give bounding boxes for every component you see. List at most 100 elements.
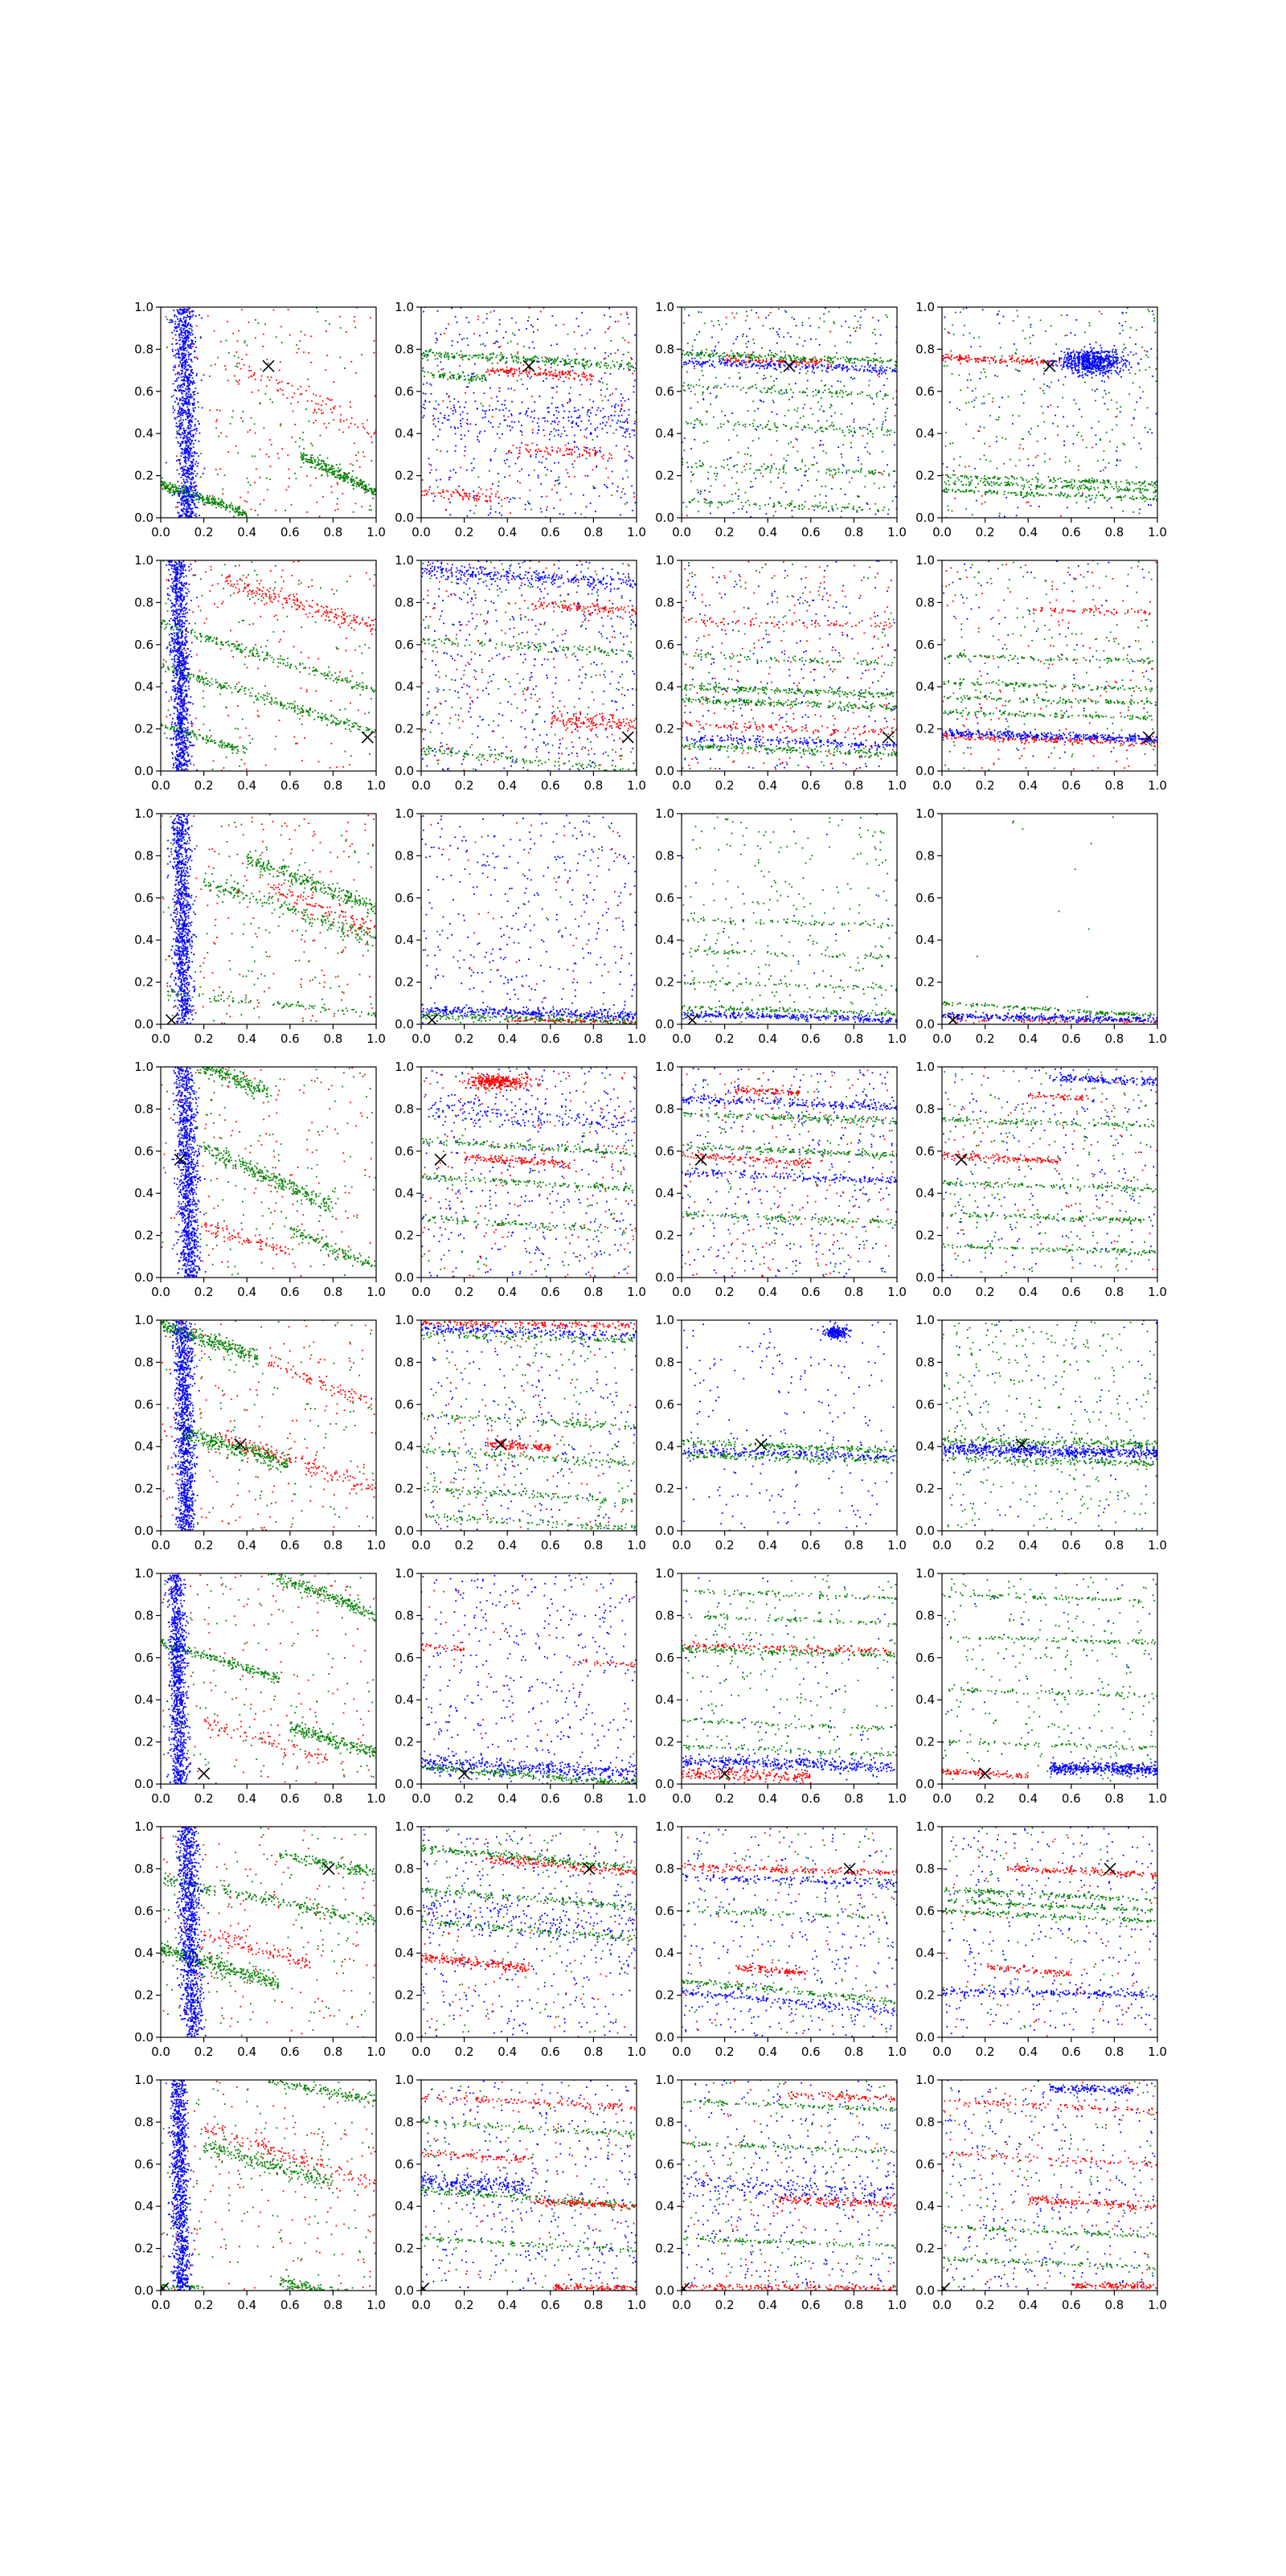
scatter-point bbox=[506, 331, 507, 333]
scatter-point bbox=[880, 334, 882, 336]
scatter-point bbox=[559, 371, 560, 373]
scatter-point bbox=[235, 507, 237, 508]
scatter-point bbox=[583, 494, 584, 496]
scatter-point bbox=[870, 396, 871, 398]
scatter-point bbox=[189, 373, 190, 375]
scatter-point bbox=[592, 439, 594, 441]
scatter-point bbox=[882, 474, 883, 475]
scatter-point bbox=[847, 358, 849, 359]
scatter-point bbox=[555, 359, 556, 360]
scatter-point bbox=[687, 363, 689, 364]
scatter-point bbox=[596, 409, 598, 411]
scatter-point bbox=[192, 346, 194, 347]
scatter-point bbox=[331, 492, 333, 494]
scatter-point bbox=[546, 447, 547, 449]
scatter-point bbox=[608, 453, 610, 454]
scatter-point bbox=[462, 356, 464, 358]
scatter-point bbox=[845, 367, 846, 368]
scatter-point bbox=[433, 408, 435, 409]
scatter-point bbox=[246, 515, 248, 516]
scatter-point bbox=[190, 474, 192, 475]
scatter-point bbox=[625, 429, 627, 430]
scatter-point bbox=[182, 470, 183, 472]
scatter-point bbox=[239, 507, 240, 508]
scatter-point bbox=[187, 432, 189, 433]
scatter-point bbox=[497, 341, 498, 343]
scatter-point bbox=[479, 335, 481, 337]
scatter-point bbox=[741, 472, 743, 474]
scatter-point bbox=[234, 375, 235, 377]
scatter-point bbox=[181, 477, 182, 478]
scatter-point bbox=[631, 486, 633, 487]
scatter-point bbox=[701, 312, 702, 314]
scatter-point bbox=[189, 374, 190, 375]
scatter-point bbox=[185, 470, 186, 471]
scatter-point bbox=[195, 388, 196, 389]
scatter-point bbox=[821, 358, 822, 359]
scatter-point bbox=[306, 454, 308, 456]
scatter-point bbox=[867, 370, 869, 371]
scatter-point bbox=[793, 318, 795, 320]
scatter-point bbox=[325, 369, 326, 371]
scatter-point bbox=[162, 489, 164, 490]
scatter-point bbox=[372, 498, 374, 499]
scatter-point bbox=[739, 363, 740, 364]
scatter-point bbox=[182, 313, 184, 314]
scatter-point bbox=[617, 321, 619, 322]
scatter-point bbox=[188, 453, 190, 454]
scatter-point bbox=[340, 478, 342, 479]
scatter-point bbox=[830, 366, 832, 367]
scatter-point bbox=[450, 470, 452, 472]
scatter-point bbox=[190, 453, 191, 454]
scatter-point bbox=[859, 393, 861, 395]
scatter-point bbox=[813, 506, 815, 507]
scatter-point bbox=[833, 357, 834, 359]
scatter-point bbox=[873, 361, 874, 363]
scatter-point bbox=[870, 365, 871, 367]
scatter-point bbox=[288, 309, 289, 310]
scatter-point bbox=[686, 421, 687, 423]
scatter-point bbox=[775, 511, 776, 513]
scatter-point bbox=[190, 509, 191, 511]
scatter-point bbox=[469, 498, 470, 500]
scatter-point bbox=[558, 483, 559, 485]
scatter-point bbox=[517, 457, 518, 459]
scatter-point bbox=[202, 501, 203, 502]
scatter-point bbox=[881, 365, 883, 367]
scatter-point bbox=[686, 462, 688, 464]
scatter-point bbox=[747, 447, 749, 449]
scatter-point bbox=[183, 342, 185, 343]
scatter-point bbox=[787, 454, 788, 456]
scatter-point bbox=[760, 391, 761, 392]
scatter-point bbox=[188, 459, 190, 461]
scatter-point bbox=[826, 429, 828, 430]
scatter-point bbox=[525, 448, 526, 449]
scatter-point bbox=[815, 358, 817, 359]
scatter-point bbox=[574, 476, 575, 478]
scatter-point bbox=[874, 503, 876, 505]
scatter-point bbox=[743, 334, 744, 335]
scatter-point bbox=[342, 480, 344, 482]
scatter-point bbox=[690, 385, 692, 387]
scatter-point bbox=[510, 341, 512, 343]
scatter-point bbox=[468, 359, 469, 360]
scatter-point bbox=[528, 317, 530, 318]
scatter-point bbox=[489, 374, 490, 375]
scatter-point bbox=[192, 334, 194, 335]
scatter-point bbox=[780, 351, 782, 353]
scatter-point bbox=[301, 459, 303, 461]
scatter-point bbox=[190, 472, 192, 474]
scatter-point bbox=[495, 494, 497, 495]
scatter-point bbox=[574, 441, 575, 442]
scatter-point bbox=[203, 497, 204, 498]
scatter-point bbox=[215, 469, 217, 470]
scatter-point bbox=[181, 500, 182, 502]
scatter-point bbox=[750, 463, 752, 465]
scatter-point bbox=[185, 361, 186, 363]
scatter-point bbox=[526, 370, 527, 371]
scatter-point bbox=[758, 426, 760, 428]
scatter-point bbox=[588, 366, 590, 367]
scatter-point bbox=[723, 459, 725, 461]
scatter-point bbox=[797, 439, 798, 441]
scatter-point bbox=[826, 469, 828, 470]
